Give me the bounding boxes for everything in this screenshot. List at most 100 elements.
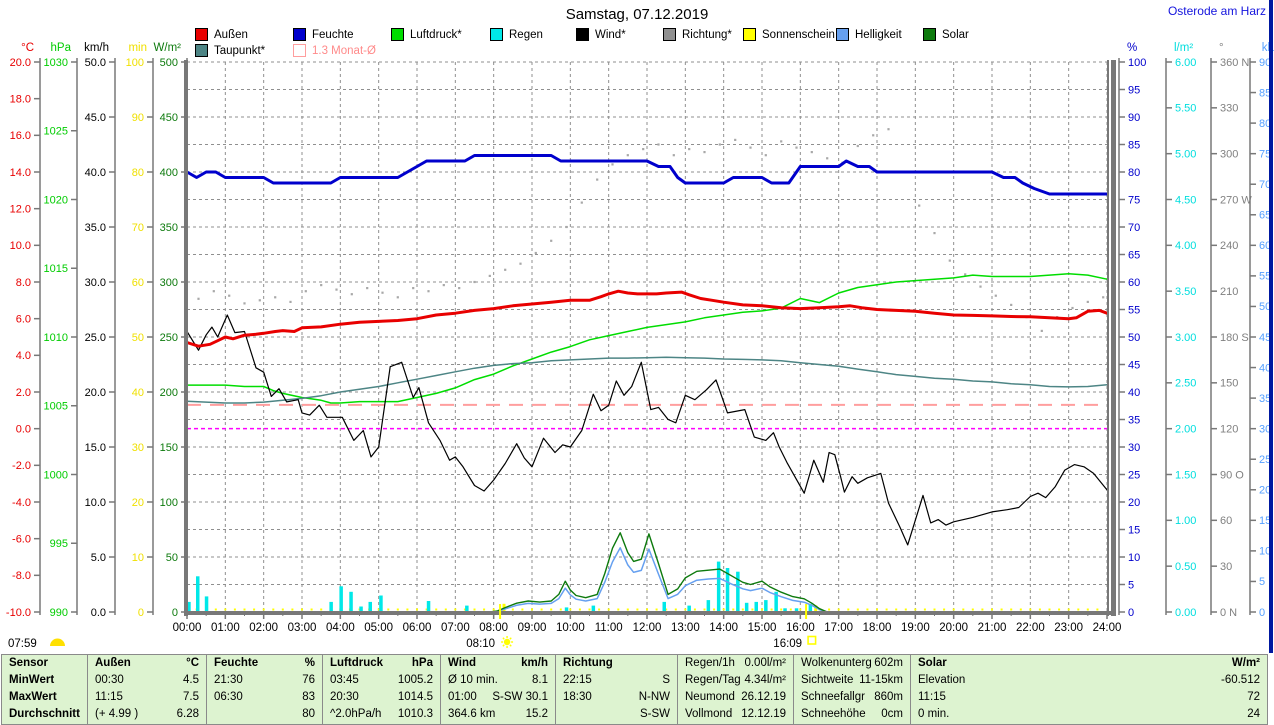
cell-label: 11:15	[95, 691, 123, 703]
svg-text:270 W: 270 W	[1220, 194, 1252, 206]
legend-label: Wind*	[595, 28, 626, 41]
column-header: Luftdruck hPa	[330, 655, 433, 672]
svg-text:20.0: 20.0	[10, 57, 31, 69]
cell-value: -60.512	[1220, 674, 1260, 686]
legend-item-wind-[interactable]: Wind*	[576, 28, 626, 41]
svg-text:25: 25	[1128, 469, 1140, 481]
svg-text:2.50: 2.50	[1175, 378, 1196, 390]
svg-text:1020: 1020	[44, 194, 68, 206]
svg-text:70: 70	[1128, 222, 1140, 234]
svg-text:1025: 1025	[44, 126, 68, 138]
legend-item-richtung-[interactable]: Richtung*	[663, 28, 732, 41]
svg-text:45: 45	[1259, 332, 1271, 344]
legend-item-solar[interactable]: Solar	[923, 28, 969, 41]
svg-text:1005: 1005	[44, 401, 68, 413]
svg-text:95: 95	[1128, 84, 1140, 96]
footer-col-extra-6: Wolkenunterg 602m Sichtweite 11-15km Schneef…	[793, 655, 910, 724]
svg-text:°: °	[1219, 42, 1224, 54]
legend-label: Außen	[214, 28, 248, 41]
legend-item-sonnenschein[interactable]: Sonnenschein	[743, 28, 835, 41]
column-header: Wind km/h	[448, 655, 548, 672]
cell-value: %	[304, 657, 315, 669]
svg-text:10.0: 10.0	[10, 240, 31, 252]
svg-text:0 N: 0 N	[1220, 607, 1237, 619]
table-row: 364.6 km 15.2	[448, 706, 548, 723]
axis-km/h: 0.0 5.0 10.0 15.0 20.0 25.0 30.0 35.0 40.0 45.0 50…	[84, 42, 116, 619]
svg-text:l/m²: l/m²	[1174, 42, 1193, 54]
legend-item-helligkeit[interactable]: Helligkeit	[836, 28, 902, 41]
footer-col-feuchte: Feuchte% 21:30 76 06:30 83 80	[206, 655, 322, 724]
cell-value: N-NW	[638, 691, 670, 703]
svg-text:90: 90	[132, 112, 144, 124]
svg-text:1.00: 1.00	[1175, 515, 1196, 527]
svg-text:70: 70	[132, 222, 144, 234]
svg-text:0.0: 0.0	[16, 423, 31, 435]
legend-item-feuchte[interactable]: Feuchte	[293, 28, 354, 41]
svg-text:17:00: 17:00	[824, 622, 853, 634]
svg-text:12:00: 12:00	[633, 622, 662, 634]
footer-col-solar: Solar W/m² Elevation -60.512 11:15 72 0 min. 24	[910, 655, 1267, 724]
svg-text:10: 10	[1128, 552, 1140, 564]
svg-text:30: 30	[132, 442, 144, 454]
legend-item-au-en[interactable]: Außen	[195, 28, 248, 41]
svg-text:500: 500	[160, 57, 178, 69]
cell-value: 1014.5	[397, 691, 433, 703]
legend-item-1-3-monat-[interactable]: 1.3 Monat-Ø	[293, 44, 376, 57]
cell-label: Außen	[95, 657, 131, 669]
svg-text:60: 60	[132, 277, 144, 289]
svg-text:330: 330	[1220, 103, 1238, 115]
table-row: 01:00 S-SW 30.1	[448, 689, 548, 706]
svg-text:65: 65	[1259, 210, 1271, 222]
legend-item-taupunkt-[interactable]: Taupunkt*	[195, 44, 265, 57]
svg-text:5: 5	[1128, 579, 1134, 591]
svg-text:100: 100	[160, 497, 178, 509]
svg-text:85: 85	[1128, 139, 1140, 151]
svg-text:300: 300	[1220, 148, 1238, 160]
svg-text:10: 10	[132, 552, 144, 564]
svg-text:16:00: 16:00	[786, 622, 815, 634]
svg-text:25: 25	[1259, 454, 1271, 466]
cell-value: °C	[186, 657, 199, 669]
legend-label: Helligkeit	[855, 28, 902, 41]
svg-text:18:00: 18:00	[863, 622, 892, 634]
cell-label: Regen/1h	[685, 657, 735, 669]
table-row: 06:30 83	[214, 689, 315, 706]
legend-swatch-icon	[663, 28, 676, 41]
table-row: Schneehöhe 0cm	[801, 706, 903, 723]
svg-text:5.0: 5.0	[91, 552, 106, 564]
legend-swatch-icon	[293, 44, 306, 57]
svg-text:1015: 1015	[44, 263, 68, 275]
cell-label: ^2.0hPa/h	[330, 708, 382, 720]
table-row: Elevation -60.512	[918, 672, 1260, 689]
footer-col-luftdruck: Luftdruck hPa 03:45 1005.2 20:30 1014.5 ^2.0hP…	[322, 655, 440, 724]
svg-text:85: 85	[1259, 87, 1271, 99]
svg-text:2.00: 2.00	[1175, 423, 1196, 435]
svg-text:4.50: 4.50	[1175, 194, 1196, 206]
svg-text:-8.0: -8.0	[12, 570, 31, 582]
axis-°C: -10.0 -8.0 -6.0 -4.0 -2.0 0.0 2.0 4.0 6.0 8.0 10.0…	[6, 42, 41, 619]
series-taupunkt	[186, 356, 1108, 404]
svg-text:0: 0	[1128, 607, 1134, 619]
svg-text:4.00: 4.00	[1175, 240, 1196, 252]
svg-text:25.0: 25.0	[85, 332, 106, 344]
cell-label: 21:30	[214, 674, 243, 686]
svg-text:20: 20	[1259, 485, 1271, 497]
scatter-richtung	[197, 128, 1105, 332]
x-axis: 00:00 01:00 02:00 03:00 04:00 05:00 06:00 07:00…	[173, 612, 1121, 634]
cell-value: 15.2	[525, 708, 548, 720]
svg-text:80: 80	[132, 167, 144, 179]
svg-text:08:00: 08:00	[479, 622, 508, 634]
svg-text:08:10: 08:10	[466, 638, 495, 650]
svg-text:18.0: 18.0	[10, 93, 31, 105]
table-row: Schneefallgr 860m	[801, 689, 903, 706]
svg-text:°C: °C	[21, 42, 34, 54]
svg-text:200: 200	[160, 387, 178, 399]
svg-text:1030: 1030	[44, 57, 68, 69]
legend-item-regen[interactable]: Regen	[490, 28, 543, 41]
svg-text:75: 75	[1128, 194, 1140, 206]
svg-text:50: 50	[1259, 301, 1271, 313]
svg-text:20: 20	[1128, 497, 1140, 509]
footer-col-au-en: Außen °C 00:30 4.5 11:15 7.5 (+ 4.99 ) 6.28	[87, 655, 206, 724]
legend-item-luftdruck-[interactable]: Luftdruck*	[391, 28, 462, 41]
table-row: 00:30 4.5	[95, 672, 199, 689]
